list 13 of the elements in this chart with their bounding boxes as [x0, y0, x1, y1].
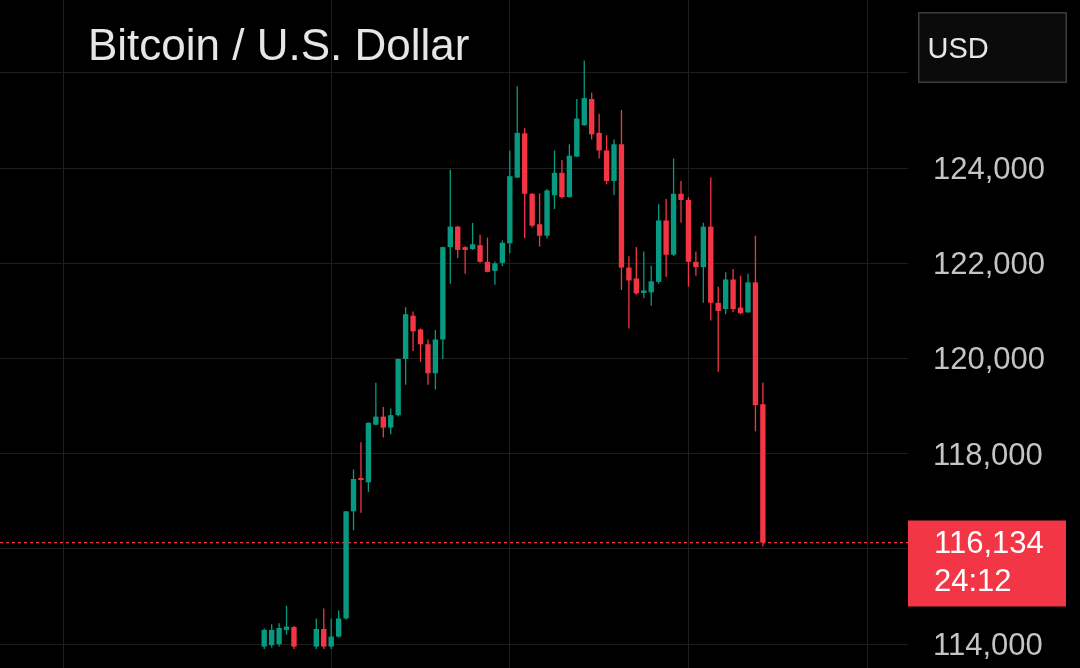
y-tick-label: 114,000: [933, 627, 1043, 663]
text: 24:12: [934, 563, 1012, 598]
candlestick: [462, 245, 468, 275]
candlestick: [529, 192, 535, 229]
y-tick-label: 124,000: [933, 150, 1046, 186]
y-tick-label: 120,000: [933, 341, 1046, 377]
ref-line-label: 116,134: [934, 525, 1044, 560]
candlestick: [507, 149, 513, 254]
y-tick-label: 122,000: [933, 246, 1046, 282]
text: USD: [927, 31, 989, 64]
y-tick-label: 118,000: [933, 436, 1043, 472]
candlestick: [440, 245, 446, 360]
text: Bitcoin / U.S. Dollar: [88, 20, 470, 70]
